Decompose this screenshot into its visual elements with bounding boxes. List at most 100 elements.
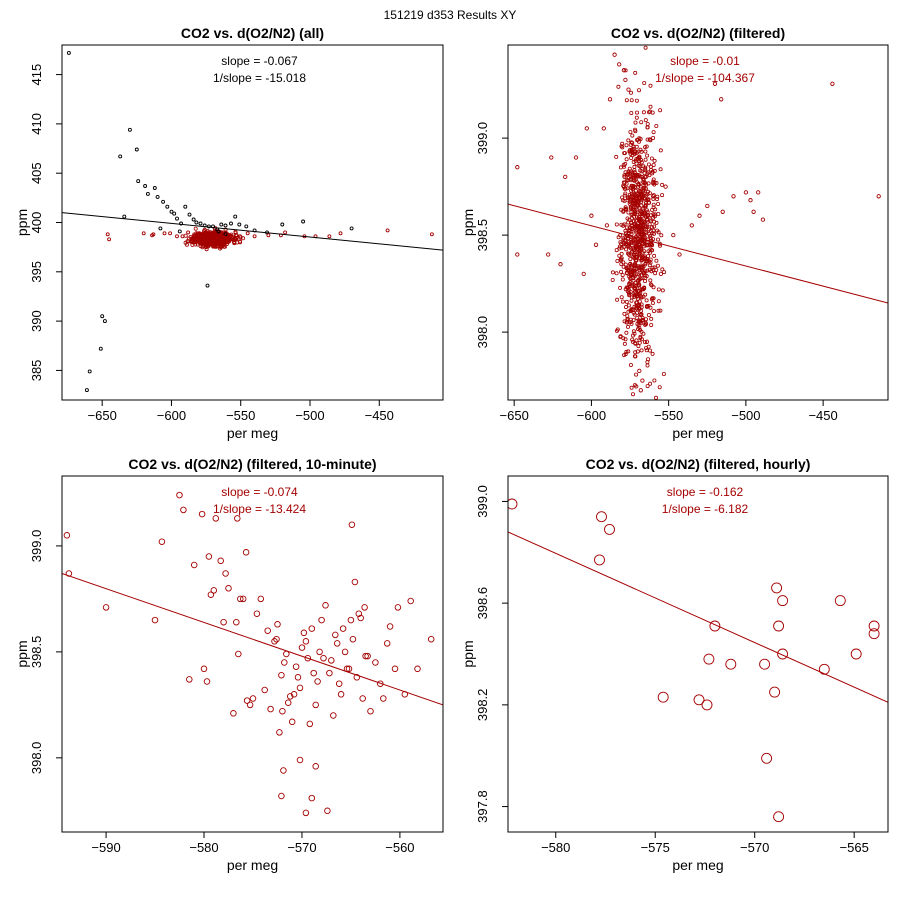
data-point [625,186,630,191]
data-point [620,273,625,278]
data-point [650,351,655,356]
data-point [709,620,721,632]
data-point [643,45,648,50]
data-point [193,226,198,231]
data-point [264,627,271,634]
data-point [635,210,640,215]
data-point [326,669,333,677]
data-point [618,240,623,245]
data-point [643,196,648,201]
data-point [623,228,628,233]
y-axis-label: ppm [14,209,30,236]
data-point [624,157,629,162]
data-point [621,237,626,242]
data-point [624,299,629,304]
data-point [229,221,233,226]
data-point [652,182,657,187]
data-point [639,228,644,233]
data-point [175,234,179,239]
data-point [640,269,645,274]
data-point [345,665,353,673]
data-point [648,104,653,109]
x-tick-label: −500 [295,408,324,423]
data-point [238,240,243,245]
data-point [648,109,653,114]
data-point [643,273,648,278]
data-point [105,232,110,237]
data-point [223,230,228,235]
y-tick-label: 398.0 [29,742,44,775]
data-point [190,561,198,569]
data-point [628,129,633,134]
data-point [314,678,321,685]
data-point [631,291,636,296]
data-point [193,233,197,238]
data-point [626,267,631,272]
data-point [651,162,656,167]
data-point [638,232,643,237]
data-point [213,239,218,244]
data-point [207,591,215,598]
data-point [581,271,586,277]
data-point [642,242,647,247]
data-point [235,650,242,658]
x-tick-label: −600 [157,408,186,423]
chart-panel-1: CO2 vs. d(O2/N2) (all) slope = -0.067 1/sl… [14,25,444,441]
data-point [383,640,391,647]
data-point [549,155,554,160]
data-point [217,557,224,565]
inverse-slope-annotation: 1/slope = -13.424 [213,502,306,516]
data-point [208,241,213,246]
data-point [238,235,243,240]
data-point [626,87,631,92]
data-point [818,663,830,675]
data-point [624,305,629,310]
data-point [563,174,568,180]
data-point [273,635,280,643]
data-point [98,346,103,351]
data-point [205,283,210,288]
data-point [623,352,628,357]
data-point [202,240,207,245]
data-point [645,153,650,158]
data-point [630,183,635,188]
data-point [636,344,641,349]
data-point [651,202,656,207]
y-tick-label: 395 [29,261,44,283]
data-point [643,157,648,162]
data-point [632,264,637,269]
data-point [658,108,663,113]
data-point [212,515,220,522]
x-tick-label: −590 [91,840,120,855]
data-point [546,252,551,257]
data-point [621,209,626,214]
data-point [233,214,238,219]
data-point [367,707,374,715]
data-point [638,335,643,340]
data-point [652,158,657,163]
data-point [618,165,623,170]
data-point [234,233,239,238]
data-point [769,686,781,698]
data-point [349,226,354,231]
data-point [634,161,639,166]
data-point [637,272,642,277]
data-point [645,268,650,273]
data-point [638,136,643,141]
data-point [773,620,785,632]
data-point [635,110,640,115]
data-point [648,242,653,247]
data-point [636,303,641,308]
data-point [634,300,639,305]
data-point [217,246,222,251]
data-point [327,234,332,239]
data-point [155,194,160,199]
x-tick-label: −575 [641,840,670,855]
data-point [616,84,621,89]
data-point [632,273,637,278]
data-point [626,138,631,143]
data-point [233,618,240,626]
data-point [623,68,628,73]
regression-line [62,573,443,706]
data-point [636,184,641,189]
